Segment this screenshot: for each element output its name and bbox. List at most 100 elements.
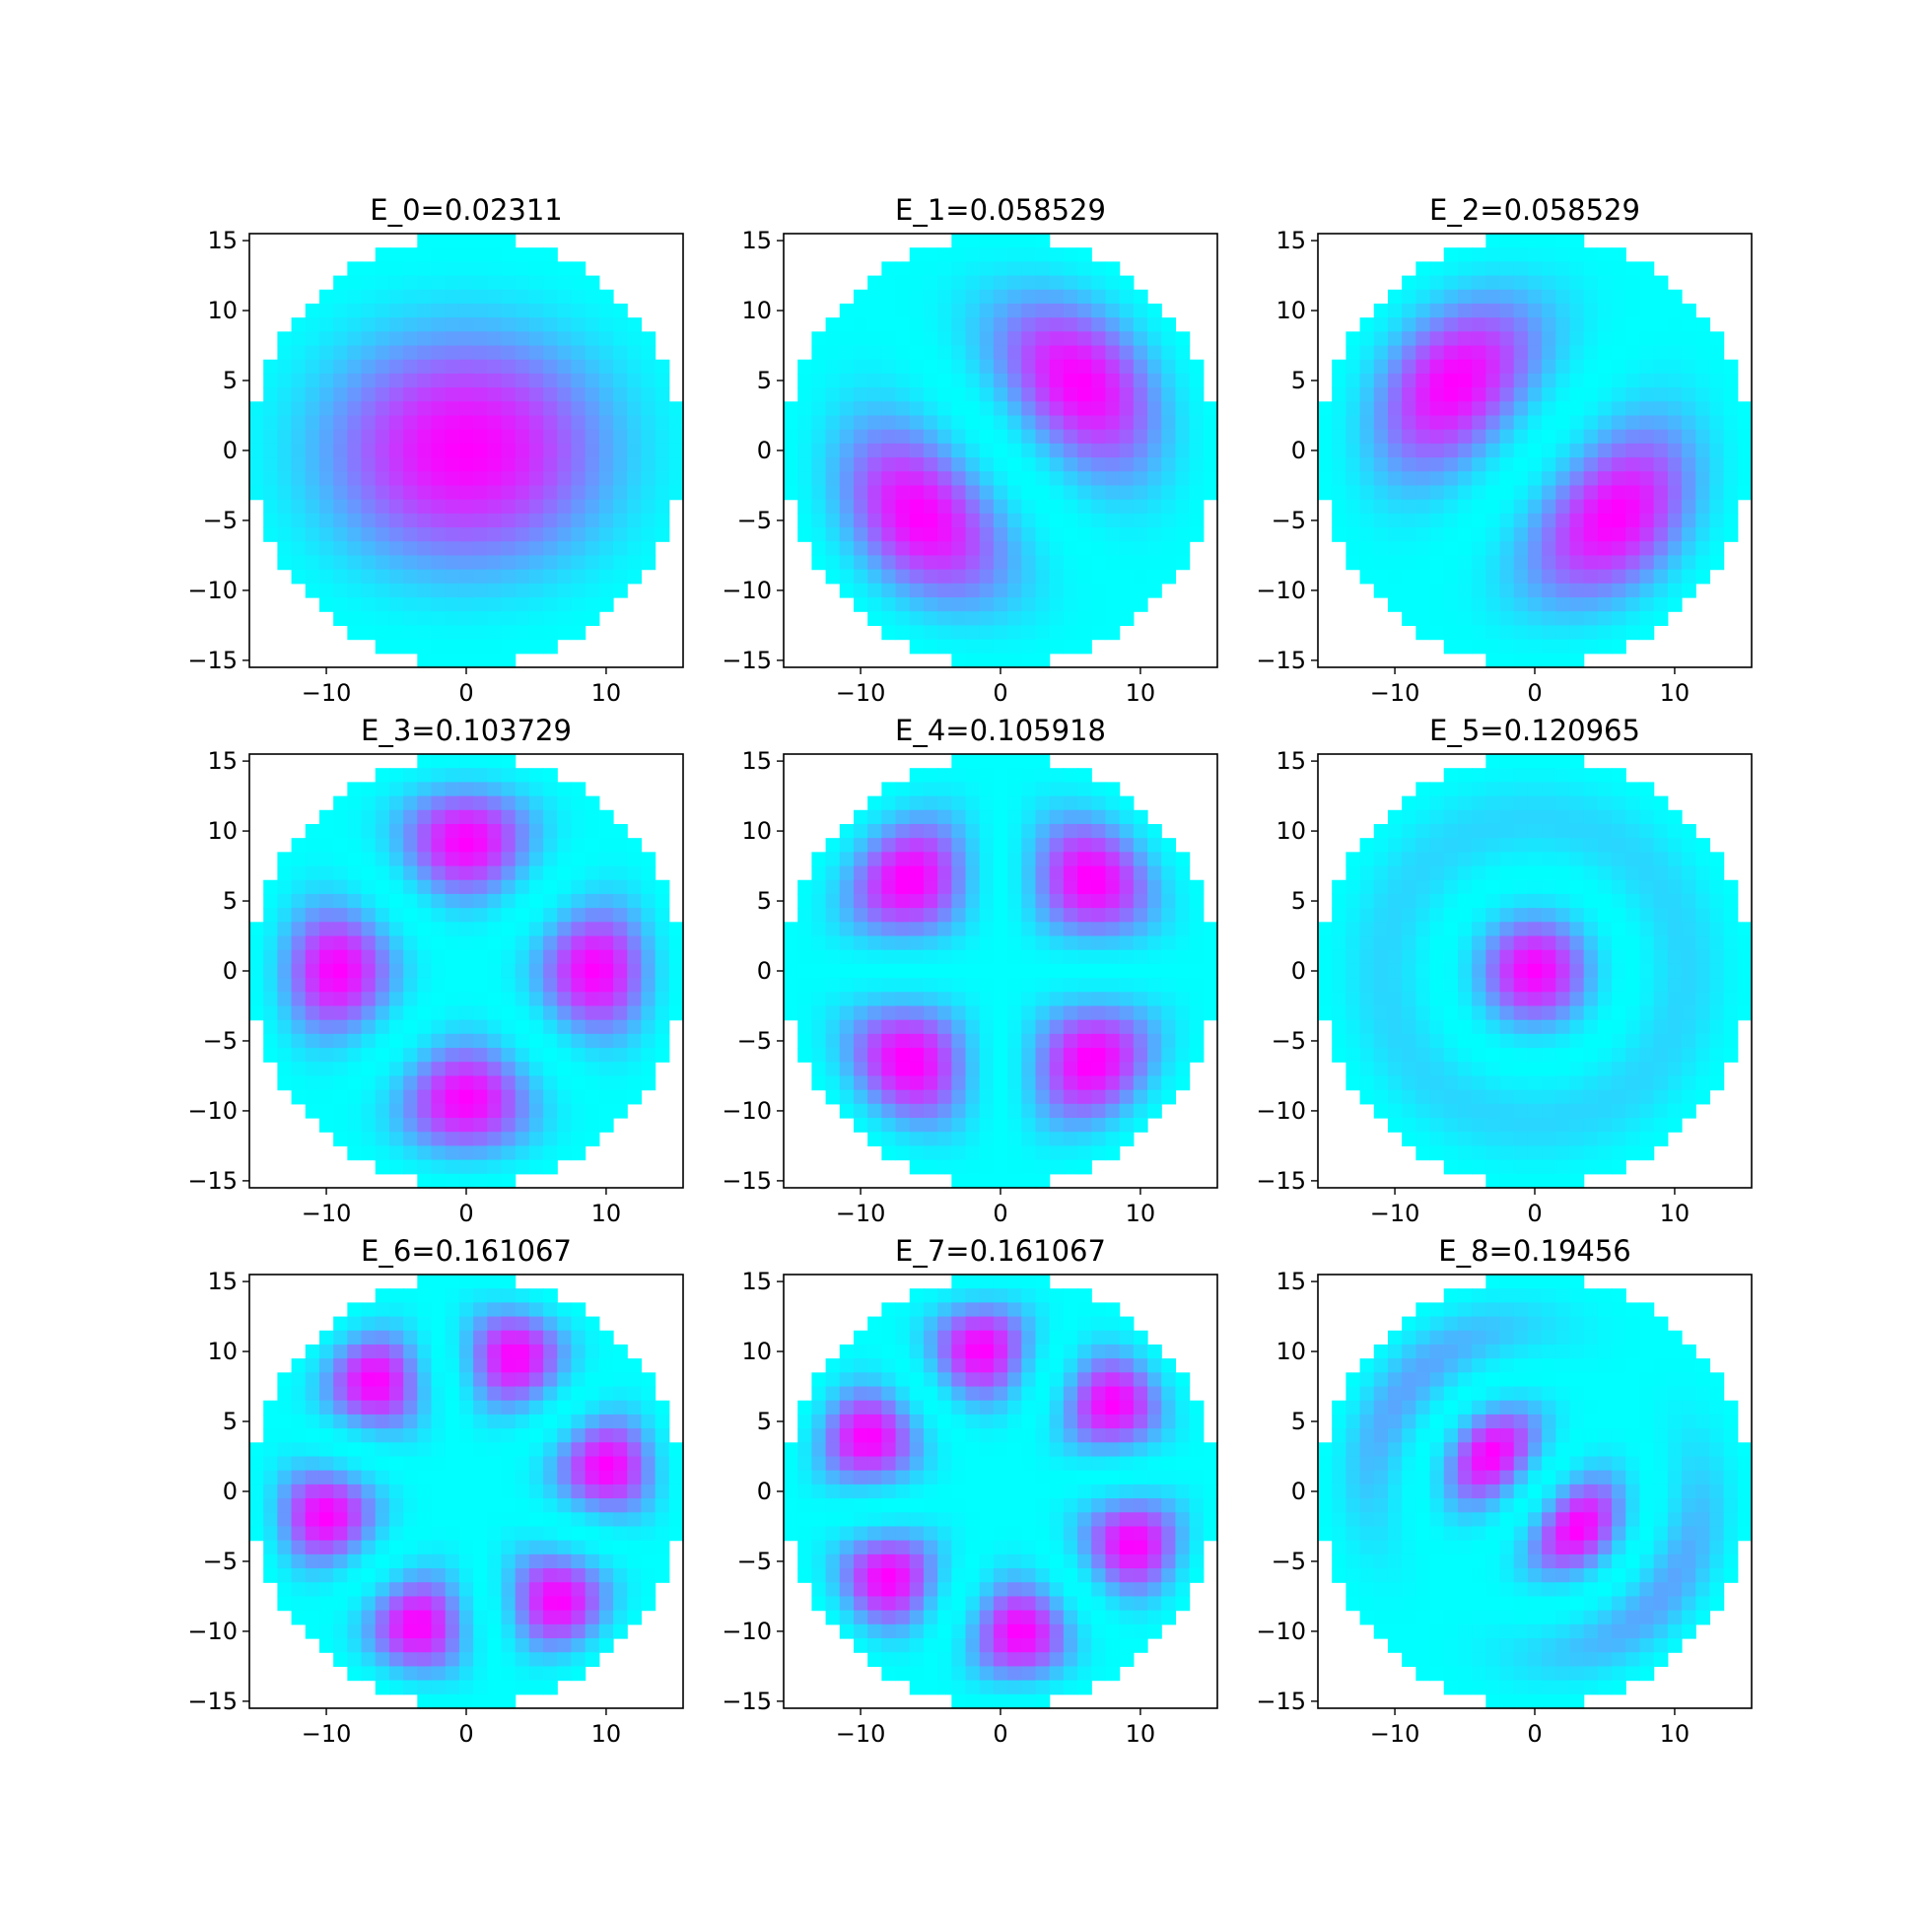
heatmap-cell bbox=[515, 639, 530, 655]
heatmap-cell bbox=[853, 949, 868, 965]
heatmap-cell bbox=[1359, 949, 1375, 965]
heatmap-cell bbox=[1415, 471, 1431, 487]
heatmap-cell bbox=[585, 1132, 600, 1147]
heatmap-cell bbox=[403, 1414, 418, 1429]
heatmap-cell bbox=[431, 754, 447, 769]
heatmap-cell bbox=[979, 485, 995, 501]
heatmap-cell bbox=[333, 1442, 348, 1458]
heatmap-cell bbox=[1485, 485, 1501, 501]
heatmap-cell bbox=[1063, 359, 1078, 375]
heatmap-cell bbox=[431, 457, 447, 472]
heatmap-cell bbox=[1007, 768, 1022, 783]
heatmap-cell bbox=[473, 275, 488, 291]
heatmap-cell bbox=[867, 583, 882, 598]
heatmap-cell bbox=[528, 429, 544, 445]
heatmap-cell bbox=[585, 1428, 600, 1443]
heatmap-cell bbox=[347, 345, 363, 361]
heatmap-cell bbox=[1175, 555, 1191, 571]
heatmap-cell bbox=[473, 625, 488, 641]
heatmap-cell bbox=[375, 1005, 390, 1021]
heatmap-cell bbox=[1612, 865, 1626, 881]
heatmap-cell bbox=[627, 1428, 643, 1443]
heatmap-cell bbox=[923, 317, 938, 332]
heatmap-cell bbox=[249, 922, 264, 937]
heatmap-cell bbox=[431, 625, 447, 641]
heatmap-cell bbox=[277, 1372, 293, 1388]
heatmap-cell bbox=[1472, 471, 1486, 487]
heatmap-cell bbox=[979, 429, 995, 445]
heatmap-cell bbox=[291, 838, 307, 853]
heatmap-cell bbox=[1625, 569, 1641, 585]
heatmap-cell bbox=[445, 1062, 460, 1077]
heatmap-cell bbox=[543, 908, 558, 923]
heatmap-cell bbox=[1387, 852, 1403, 867]
heatmap-cell bbox=[1709, 499, 1725, 515]
heatmap-cell bbox=[318, 1414, 334, 1429]
heatmap-cell bbox=[571, 1103, 586, 1119]
heatmap-cell bbox=[375, 1033, 390, 1049]
heatmap-cell bbox=[1513, 247, 1529, 262]
heatmap-cell bbox=[655, 387, 670, 402]
heatmap-cell bbox=[668, 949, 684, 965]
heatmap-cell bbox=[1007, 331, 1022, 347]
heatmap-cell bbox=[937, 852, 952, 867]
heatmap-cell bbox=[1653, 949, 1669, 965]
heatmap-cell bbox=[1161, 1075, 1177, 1091]
heatmap-cell bbox=[1189, 1005, 1205, 1021]
heatmap-cell bbox=[473, 1414, 488, 1429]
heatmap-cell bbox=[585, 935, 600, 951]
heatmap-cell bbox=[1472, 922, 1486, 937]
heatmap-cell bbox=[501, 963, 517, 979]
heatmap-cell bbox=[965, 303, 981, 318]
heatmap-cell bbox=[1203, 949, 1218, 965]
heatmap-cell bbox=[1063, 387, 1078, 402]
heatmap-cell bbox=[1499, 949, 1515, 965]
heatmap-cell bbox=[1077, 471, 1092, 487]
heatmap-cell bbox=[585, 963, 600, 979]
heatmap-cell bbox=[445, 443, 460, 458]
heatmap-cell bbox=[1035, 471, 1051, 487]
heatmap-cell bbox=[1597, 345, 1613, 361]
heatmap-cell bbox=[1091, 893, 1107, 909]
heatmap-cell bbox=[1472, 838, 1486, 853]
heatmap-cell bbox=[361, 471, 377, 487]
heatmap-cell bbox=[1346, 345, 1361, 361]
y-tick-label: −15 bbox=[1256, 1167, 1306, 1195]
heatmap-cell bbox=[403, 499, 418, 515]
heatmap-cell bbox=[1147, 1075, 1162, 1091]
heatmap-cell bbox=[598, 555, 614, 571]
heatmap-cell bbox=[585, 1033, 600, 1049]
heatmap-cell bbox=[641, 1470, 656, 1485]
heatmap-cell bbox=[1318, 457, 1333, 472]
heatmap-cell bbox=[627, 527, 643, 542]
heatmap-cell bbox=[347, 1118, 363, 1133]
heatmap-cell bbox=[403, 823, 418, 839]
heatmap-cell bbox=[557, 513, 573, 528]
heatmap-cell bbox=[1555, 949, 1571, 965]
heatmap-cell bbox=[1569, 838, 1585, 853]
heatmap-cell bbox=[1035, 513, 1051, 528]
heatmap-cell bbox=[951, 922, 967, 937]
heatmap-cell bbox=[417, 1075, 433, 1091]
heatmap-cell bbox=[445, 555, 460, 571]
heatmap-cell bbox=[375, 387, 390, 402]
heatmap-cell bbox=[993, 485, 1008, 501]
heatmap-cell bbox=[333, 513, 348, 528]
heatmap-cell bbox=[1597, 317, 1613, 332]
heatmap-cell bbox=[937, 1005, 952, 1021]
heatmap-cell bbox=[1723, 401, 1739, 417]
heatmap-cell bbox=[909, 415, 925, 431]
heatmap-cell bbox=[1077, 1118, 1092, 1133]
heatmap-cell bbox=[1569, 865, 1585, 881]
heatmap-cell bbox=[979, 415, 995, 431]
heatmap-cell bbox=[1457, 922, 1473, 937]
heatmap-cell bbox=[417, 1103, 433, 1119]
heatmap-cell bbox=[487, 275, 503, 291]
heatmap-cell bbox=[1499, 1132, 1515, 1147]
heatmap-cell bbox=[1625, 1132, 1641, 1147]
y-tick-label: −5 bbox=[737, 507, 772, 534]
heatmap-cell bbox=[501, 922, 517, 937]
heatmap-cell bbox=[1513, 865, 1529, 881]
heatmap-cell bbox=[515, 555, 530, 571]
heatmap-cell bbox=[249, 1456, 264, 1472]
